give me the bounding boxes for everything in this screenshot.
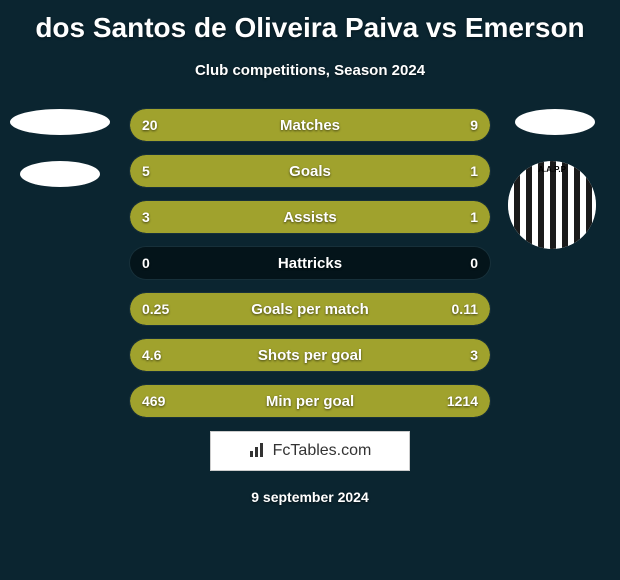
stat-label: Hattricks	[130, 247, 490, 279]
stat-row: 4.63Shots per goal	[130, 339, 490, 371]
page-title: dos Santos de Oliveira Paiva vs Emerson	[0, 0, 620, 44]
stats-area: A.A.P.P 209Matches 51Goals 31Assists 00Hatt…	[0, 109, 620, 417]
stat-row: 209Matches	[130, 109, 490, 141]
stat-row: 4691214Min per goal	[130, 385, 490, 417]
stat-label: Matches	[130, 109, 490, 141]
page-subtitle: Club competitions, Season 2024	[0, 62, 620, 79]
stat-label: Min per goal	[130, 385, 490, 417]
right-club-badge-1	[515, 109, 595, 135]
stat-label: Goals	[130, 155, 490, 187]
chart-icon	[249, 440, 267, 463]
left-player-badges	[10, 109, 110, 213]
stat-label: Goals per match	[130, 293, 490, 325]
left-club-badge-1	[10, 109, 110, 135]
page-date: 9 september 2024	[0, 489, 620, 505]
stat-row: 00Hattricks	[130, 247, 490, 279]
stat-bars: 209Matches 51Goals 31Assists 00Hattricks 0.2…	[130, 109, 490, 417]
stat-row: 31Assists	[130, 201, 490, 233]
stat-label: Assists	[130, 201, 490, 233]
stat-label: Shots per goal	[130, 339, 490, 371]
right-player-badges: A.A.P.P	[500, 109, 610, 249]
stat-row: 0.250.11Goals per match	[130, 293, 490, 325]
branding-text: FcTables.com	[273, 442, 372, 460]
left-club-badge-2	[20, 161, 100, 187]
right-club-logo: A.A.P.P	[508, 161, 596, 249]
branding-box[interactable]: FcTables.com	[210, 431, 410, 471]
stat-row: 51Goals	[130, 155, 490, 187]
